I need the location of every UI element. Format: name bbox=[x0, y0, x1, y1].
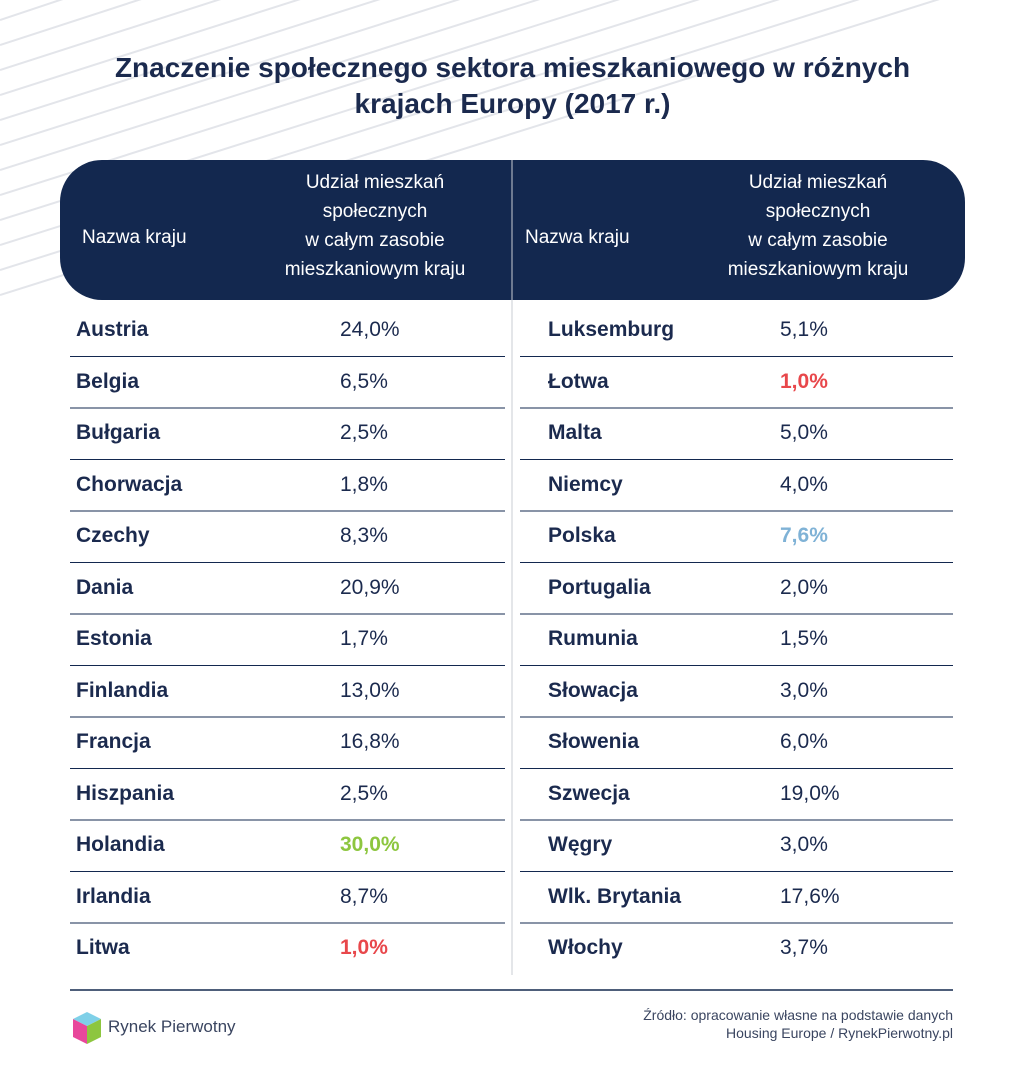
country: Słowenia bbox=[548, 730, 640, 753]
share: 13,0% bbox=[340, 678, 400, 702]
country: Holandia bbox=[76, 833, 165, 856]
header-share: Udział mieszkań bbox=[305, 172, 445, 193]
country: Irlandia bbox=[76, 884, 151, 908]
header-share: społecznych bbox=[322, 201, 428, 222]
header-share: społecznych bbox=[765, 201, 871, 222]
country: Finlandia bbox=[76, 678, 169, 702]
title: krajach Europy (2017 r.) bbox=[354, 88, 671, 119]
share: 17,6% bbox=[780, 884, 840, 908]
country: Wlk. Brytania bbox=[548, 884, 682, 908]
country: Czechy bbox=[76, 524, 150, 547]
title: Znaczenie społecznego sektora mieszkanio… bbox=[114, 52, 911, 83]
header-share: w całym zasobie bbox=[305, 230, 445, 251]
share: 19,0% bbox=[780, 781, 840, 805]
share: 2,0% bbox=[780, 575, 828, 599]
country: Węgry bbox=[548, 833, 613, 856]
share: 3,0% bbox=[780, 833, 828, 856]
country: Bułgaria bbox=[76, 421, 161, 444]
source: Housing Europe / RynekPierwotny.pl bbox=[726, 1025, 953, 1041]
share: 1,5% bbox=[780, 627, 828, 650]
share: 30,0% bbox=[340, 833, 400, 856]
country: Chorwacja bbox=[76, 472, 183, 496]
country: Niemcy bbox=[548, 472, 623, 496]
share: 1,7% bbox=[340, 627, 388, 650]
country: Dania bbox=[76, 575, 134, 599]
country: Litwa bbox=[76, 936, 130, 959]
country: Włochy bbox=[548, 936, 623, 959]
source: Źródło: opracowanie własne na podstawie … bbox=[643, 1007, 953, 1023]
header-share: Udział mieszkań bbox=[748, 172, 888, 193]
country: Austria bbox=[76, 318, 149, 341]
share: 1,0% bbox=[340, 936, 388, 959]
country: Portugalia bbox=[548, 575, 651, 599]
country: Malta bbox=[548, 421, 602, 444]
share: 16,8% bbox=[340, 730, 400, 753]
share: 5,1% bbox=[780, 318, 828, 341]
header-share: w całym zasobie bbox=[748, 230, 888, 251]
share: 5,0% bbox=[780, 421, 828, 444]
share: 24,0% bbox=[340, 318, 400, 341]
country: Szwecja bbox=[548, 781, 630, 805]
share: 1,0% bbox=[780, 369, 828, 393]
share: 4,0% bbox=[780, 472, 828, 496]
country: Rumunia bbox=[548, 627, 638, 650]
country: Słowacja bbox=[548, 678, 638, 702]
country: Belgia bbox=[76, 369, 140, 393]
share: 6,5% bbox=[340, 369, 388, 393]
logo bbox=[73, 1012, 101, 1044]
country: Luksemburg bbox=[548, 318, 675, 341]
share: 1,8% bbox=[340, 472, 388, 496]
share: 2,5% bbox=[340, 421, 388, 444]
country: Francja bbox=[76, 730, 151, 753]
share: 8,3% bbox=[340, 524, 388, 547]
brand: Rynek Pierwotny bbox=[108, 1017, 236, 1036]
share: 2,5% bbox=[340, 781, 388, 805]
header-country: Nazwa kraju bbox=[525, 227, 630, 248]
share: 3,0% bbox=[780, 678, 828, 702]
header-share: mieszkaniowym kraju bbox=[284, 259, 466, 280]
country: Estonia bbox=[76, 627, 152, 650]
share: 8,7% bbox=[340, 884, 388, 908]
share: 6,0% bbox=[780, 730, 828, 753]
country: Łotwa bbox=[548, 369, 609, 393]
country: Polska bbox=[548, 524, 616, 547]
header-share: mieszkaniowym kraju bbox=[727, 259, 909, 280]
share: 20,9% bbox=[340, 575, 400, 599]
share: 7,6% bbox=[780, 524, 828, 547]
header-country: Nazwa kraju bbox=[82, 227, 187, 248]
country: Hiszpania bbox=[76, 781, 175, 805]
share: 3,7% bbox=[780, 936, 828, 959]
